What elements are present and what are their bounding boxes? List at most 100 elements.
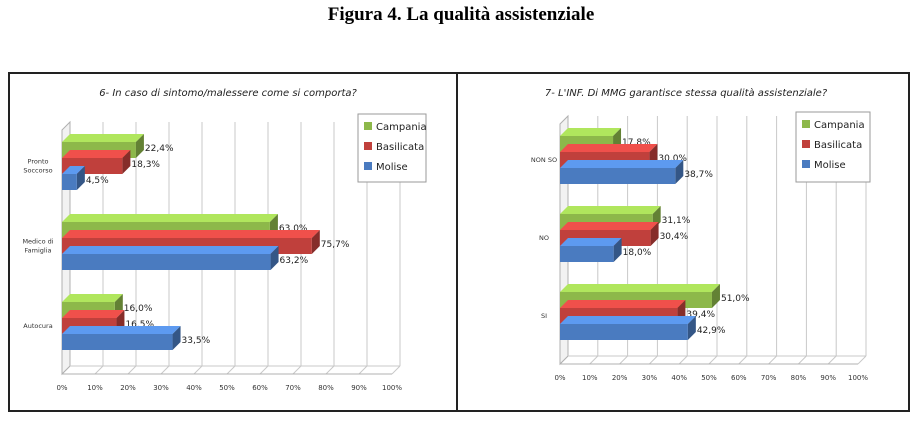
x-tick-label: 30%: [642, 374, 658, 382]
data-label: 30,4%: [660, 232, 689, 242]
legend-swatch: [364, 122, 372, 130]
bar-molise: [560, 168, 676, 184]
data-label: 38,7%: [684, 170, 713, 180]
bar-molise: [560, 324, 688, 340]
bar-top: [62, 134, 144, 142]
floor-line: [798, 355, 807, 365]
floor-line: [619, 355, 628, 365]
bar-top: [560, 316, 696, 324]
x-tick-label: 60%: [252, 384, 268, 392]
category-label: SI: [541, 312, 547, 320]
x-tick-label: 30%: [153, 384, 169, 392]
data-label: 42,9%: [697, 326, 726, 336]
bar-end: [650, 222, 659, 246]
data-label: 4,5%: [86, 176, 109, 186]
chart-right: 7- L'INF. Di MMG garantisce stessa quali…: [531, 87, 871, 382]
category-label: Famiglia: [25, 247, 52, 255]
legend-swatch: [364, 162, 372, 170]
bar-top: [560, 238, 622, 246]
x-tick-label: 20%: [612, 374, 628, 382]
legend-label: Molise: [376, 162, 408, 173]
floor-line: [160, 365, 170, 375]
x-tick-label: 40%: [671, 374, 687, 382]
data-label: 63,2%: [280, 256, 309, 266]
data-label: 75,7%: [321, 240, 350, 250]
bar-end: [675, 160, 684, 184]
data-label: 31,1%: [662, 216, 691, 226]
x-tick-label: 70%: [761, 374, 777, 382]
bar-top: [62, 230, 320, 238]
category-label: NO: [539, 234, 549, 242]
data-label: 33,5%: [182, 336, 211, 346]
bar-end: [172, 326, 181, 350]
bar-top: [560, 222, 659, 230]
floor-line: [127, 365, 137, 375]
data-label: 18,0%: [623, 248, 652, 258]
figure-title: Figura 4. La qualità assistenziale: [327, 4, 595, 25]
chart-left: 6- In caso di sintomo/malessere come si …: [22, 88, 427, 392]
x-tick-label: 50%: [219, 384, 235, 392]
x-tick-label: 100%: [848, 374, 868, 382]
bar-end: [311, 230, 320, 254]
floor-line: [391, 365, 401, 375]
legend-swatch: [364, 142, 372, 150]
floor-line: [259, 365, 269, 375]
x-tick-label: 90%: [351, 384, 367, 392]
bar-top: [560, 206, 661, 214]
bar-molise: [62, 254, 271, 270]
floor-line: [94, 365, 104, 375]
bar-top: [62, 310, 125, 318]
bar-top: [560, 144, 658, 152]
bar-molise: [62, 334, 173, 350]
x-tick-label: 80%: [318, 384, 334, 392]
data-label: 17,8%: [622, 138, 651, 148]
x-tick-label: 20%: [120, 384, 136, 392]
floor-line: [226, 365, 236, 375]
floor-line: [325, 365, 335, 375]
bar-end: [687, 316, 696, 340]
floor-line: [358, 365, 368, 375]
bar-molise: [62, 174, 77, 190]
bar-top: [62, 246, 279, 254]
x-tick-label: 90%: [820, 374, 836, 382]
floor-line: [708, 355, 718, 365]
x-tick-label: 100%: [382, 384, 402, 392]
category-label: NON SO: [531, 156, 557, 164]
data-label: 63,0%: [279, 224, 308, 234]
legend-swatch: [802, 140, 810, 148]
category-label: Medico di: [22, 238, 53, 246]
category-label: Autocura: [23, 322, 52, 330]
chart-title: 6- In caso di sintomo/malessere come si …: [99, 88, 357, 99]
category-label: Pronto: [28, 158, 49, 166]
bar-top: [560, 128, 622, 136]
bar-end: [613, 238, 622, 262]
bar-top: [62, 166, 85, 174]
legend-swatch: [802, 160, 810, 168]
bar-top: [560, 300, 686, 308]
floor-line: [589, 355, 599, 365]
data-label: 18,3%: [131, 160, 160, 170]
charts-divider: [456, 72, 458, 412]
data-label: 16,0%: [124, 304, 153, 314]
legend-swatch: [802, 120, 810, 128]
x-tick-label: 0%: [554, 374, 565, 382]
bar-top: [560, 160, 684, 168]
legend-label: Basilicata: [376, 142, 424, 153]
data-label: 22,4%: [145, 144, 174, 154]
floor-line: [649, 355, 658, 365]
bar-end: [711, 284, 720, 308]
x-tick-label: 80%: [791, 374, 807, 382]
floor-line: [738, 355, 748, 365]
legend-label: Basilicata: [814, 140, 862, 151]
bar-molise: [560, 246, 614, 262]
floor-line: [678, 355, 688, 365]
x-tick-label: 10%: [582, 374, 598, 382]
x-tick-label: 0%: [56, 384, 67, 392]
floor-line: [768, 355, 777, 365]
legend-label: Campania: [376, 122, 427, 133]
floor-line: [292, 365, 302, 375]
chart-title: 7- L'INF. Di MMG garantisce stessa quali…: [545, 87, 828, 99]
bar-end: [270, 246, 279, 270]
data-label: 16,5%: [125, 320, 154, 330]
bar-top: [62, 294, 123, 302]
